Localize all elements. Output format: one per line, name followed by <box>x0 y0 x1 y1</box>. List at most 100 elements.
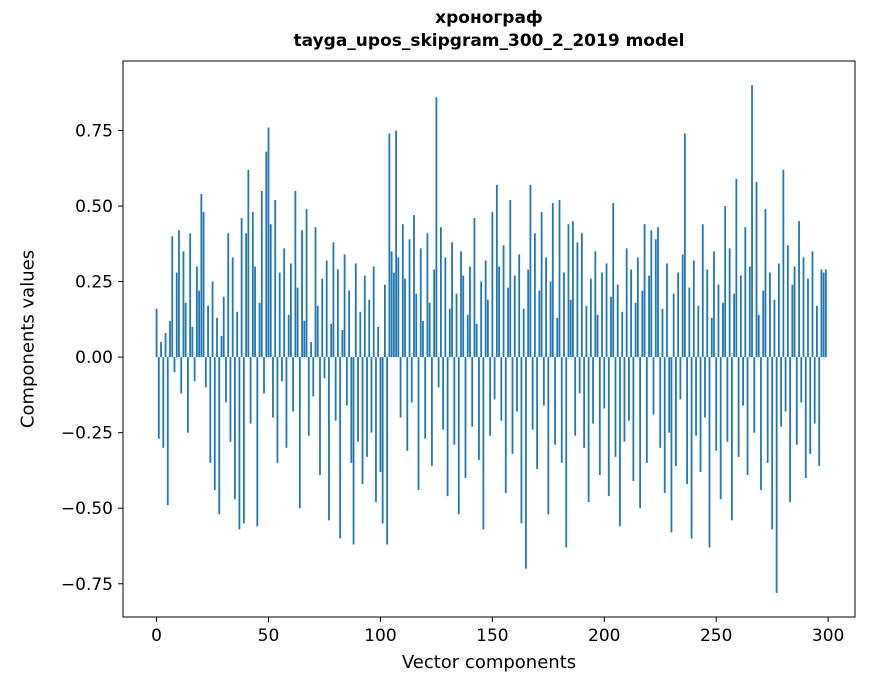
bar <box>495 184 498 358</box>
bar <box>529 184 532 358</box>
bar <box>399 357 402 418</box>
bar <box>285 357 288 448</box>
y-tick-label: 0.00 <box>75 348 113 368</box>
bar <box>413 215 415 358</box>
bar <box>825 269 827 358</box>
bar <box>294 190 297 358</box>
bar <box>634 302 637 358</box>
bar <box>764 209 767 358</box>
bar <box>598 357 601 475</box>
bar <box>157 357 160 439</box>
bar <box>643 224 646 358</box>
bar <box>735 178 738 358</box>
bar <box>594 251 597 358</box>
bar <box>200 193 203 358</box>
bar <box>352 357 355 545</box>
bar <box>263 357 265 394</box>
bar <box>554 357 556 445</box>
bar <box>442 357 444 430</box>
bar <box>204 357 207 388</box>
bar <box>791 284 794 358</box>
bar <box>386 357 389 545</box>
bar <box>464 357 467 478</box>
bar <box>278 272 281 358</box>
bar <box>321 278 324 358</box>
bar <box>742 357 744 406</box>
bar <box>368 299 371 358</box>
bar <box>569 299 572 358</box>
bar <box>614 357 617 457</box>
bar <box>798 221 800 358</box>
bar <box>670 357 673 533</box>
bar <box>455 293 458 358</box>
bar <box>728 248 731 358</box>
bar <box>697 305 700 358</box>
x-axis-label: Vector components <box>401 652 577 673</box>
bar <box>410 357 413 403</box>
bar <box>216 317 218 358</box>
bar <box>612 203 615 358</box>
bar <box>274 200 277 358</box>
bar <box>480 281 483 358</box>
bar <box>657 227 659 358</box>
bar <box>538 290 541 358</box>
bar <box>820 269 823 358</box>
bar <box>390 251 393 358</box>
bar <box>193 357 196 382</box>
x-tick-label: 150 <box>476 626 508 646</box>
bar <box>173 357 176 373</box>
bar <box>301 230 303 358</box>
bar <box>500 357 503 421</box>
bar <box>457 357 460 515</box>
bar <box>692 260 695 358</box>
bar <box>619 357 621 527</box>
bar <box>350 357 353 463</box>
bar <box>281 357 283 382</box>
bar <box>339 357 342 539</box>
bar <box>708 357 711 548</box>
bar <box>323 357 326 379</box>
bar <box>357 357 359 442</box>
bar <box>314 227 317 358</box>
bar <box>769 272 771 358</box>
bar <box>509 200 512 358</box>
bar <box>601 272 603 358</box>
figure-title: хронограф <box>435 8 543 28</box>
bar <box>533 233 536 358</box>
y-tick-label: −0.75 <box>61 575 113 595</box>
bar <box>296 287 299 358</box>
bar <box>182 251 185 358</box>
bar <box>513 275 516 358</box>
bar <box>560 357 563 463</box>
bar <box>319 357 321 475</box>
bar <box>522 308 525 358</box>
bar <box>558 200 561 358</box>
bar <box>332 242 335 358</box>
bar <box>328 357 330 521</box>
bar <box>303 320 306 358</box>
bar <box>607 357 610 497</box>
bar <box>672 293 675 358</box>
bar <box>589 278 592 358</box>
bar <box>424 357 427 439</box>
y-tick-label: 0.25 <box>75 273 113 293</box>
bar <box>782 169 785 358</box>
bar <box>675 357 677 466</box>
bar <box>628 357 630 421</box>
bar <box>397 257 400 358</box>
bar <box>710 317 713 358</box>
y-tick-label: 0.50 <box>75 197 113 217</box>
bar <box>453 357 456 445</box>
bar <box>254 266 256 358</box>
bar <box>592 357 594 424</box>
bar <box>298 357 301 509</box>
bar <box>363 275 366 358</box>
bar <box>536 357 539 469</box>
bar <box>292 357 295 412</box>
bar <box>549 281 552 358</box>
bar <box>800 357 803 403</box>
bar <box>345 357 348 406</box>
bar <box>677 272 680 358</box>
bar <box>178 230 180 358</box>
